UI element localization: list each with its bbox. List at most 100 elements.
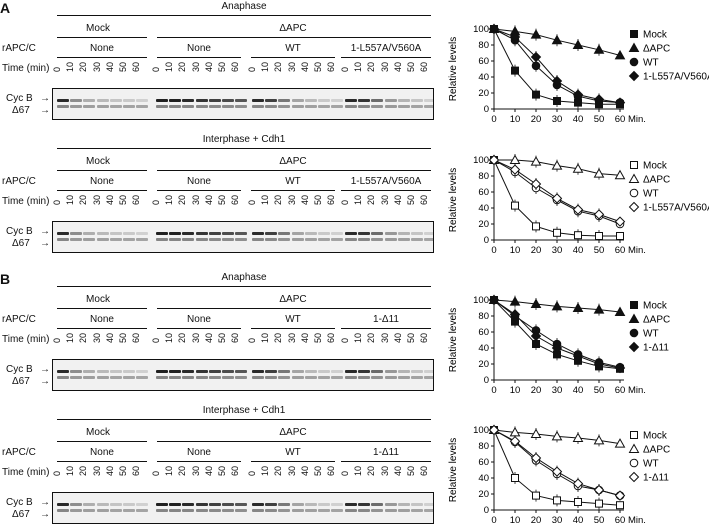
time-tick-label: 0: [247, 199, 257, 205]
gel-band: [96, 509, 109, 512]
time-tick-label: 0: [151, 337, 161, 343]
line-chart: Relative levels 0 20 40 60 80 100 0 10 20 30 40 50 60…: [448, 23, 709, 125]
gel-band: [156, 503, 168, 506]
gel-band: [331, 503, 344, 506]
variant-rule: [57, 461, 147, 462]
data-point: [574, 498, 582, 506]
time-tick-label: 30: [286, 332, 297, 343]
x-tick-label: 30: [552, 385, 563, 396]
arrow-icon: →: [40, 509, 50, 520]
gel-band: [123, 370, 135, 373]
time-tick-label: 50: [406, 61, 416, 72]
gel-band: [265, 105, 278, 108]
data-point: [509, 435, 521, 447]
gel-band: [208, 99, 221, 102]
gel-band: [182, 509, 195, 512]
time-tick-label: 10: [260, 61, 271, 72]
y-tick-label: 60: [478, 187, 489, 198]
x-tick-label: 20: [531, 114, 542, 125]
variant-label: 1-Δ11: [373, 314, 399, 325]
legend-label: 1-L557A/V560A: [643, 72, 709, 83]
gel-band: [397, 503, 410, 506]
gel-band: [208, 370, 221, 373]
legend-label: 1-L557A/V560A: [643, 203, 709, 214]
variant-rule: [251, 461, 335, 462]
y-tick-label: 100: [473, 425, 489, 436]
gel-band: [123, 376, 135, 379]
gel-band: [57, 105, 69, 108]
time-tick-label: 20: [273, 332, 284, 343]
variant-rule: [157, 328, 241, 329]
gel-band: [318, 376, 330, 379]
data-point: [530, 298, 542, 308]
gel-band: [291, 99, 304, 102]
gel-band: [331, 509, 344, 512]
panel-letter: A: [0, 0, 11, 16]
gel-band: [384, 232, 397, 235]
data-point: [488, 294, 500, 306]
time-tick-label: 20: [78, 61, 89, 72]
gel-band: [291, 238, 304, 241]
gel-band: [136, 376, 149, 379]
time-tick-label: 50: [406, 194, 416, 205]
time-tick-label: 50: [217, 61, 227, 72]
gel-band: [222, 509, 234, 512]
time-tick-label: 20: [366, 465, 377, 476]
data-point: [509, 154, 521, 164]
time-tick-label: 60: [326, 465, 337, 476]
band-label: Cyc B: [6, 93, 33, 104]
gel-band: [358, 370, 371, 373]
data-point: [572, 350, 584, 362]
data-point: [614, 490, 626, 501]
gel-band: [358, 105, 371, 108]
x-tick-label: 50: [594, 515, 605, 526]
row-label: rAPC/C: [2, 314, 36, 325]
y-tick-label: 0: [484, 104, 489, 115]
y-tick-label: 0: [484, 235, 489, 246]
data-point: [593, 209, 605, 220]
condition-rule: [57, 286, 431, 287]
y-tick-label: 20: [478, 359, 489, 370]
time-tick-label: 50: [118, 61, 128, 72]
gel-band: [411, 509, 423, 512]
gel-band: [109, 509, 122, 512]
data-point: [532, 222, 540, 231]
gel-image: [52, 359, 434, 391]
row-label: rAPC/C: [2, 176, 36, 187]
time-tick-label: 40: [104, 332, 115, 343]
x-tick-label: 10: [510, 245, 521, 256]
gel-band: [83, 376, 96, 379]
condition-rule: [57, 148, 431, 149]
gel-band: [235, 376, 248, 379]
group-label: ΔAPC: [279, 156, 307, 167]
data-point: [511, 474, 519, 482]
y-tick-label: 60: [478, 327, 489, 338]
legend-label: Mock: [643, 161, 668, 172]
gel-band: [252, 105, 264, 108]
gel-band: [169, 99, 182, 102]
data-point: [614, 438, 626, 448]
gel-band: [235, 238, 248, 241]
time-tick-label: 50: [313, 194, 323, 205]
gel-band: [265, 238, 278, 241]
gel-band: [169, 509, 182, 512]
variant-label: WT: [285, 43, 301, 54]
time-tick-label: 0: [247, 337, 257, 343]
data-point: [572, 432, 584, 442]
gel-band: [411, 232, 423, 235]
x-tick-label: 20: [531, 245, 542, 256]
y-axis-label: Relative levels: [448, 37, 459, 101]
data-point: [530, 452, 542, 464]
group-label: Mock: [86, 294, 110, 305]
time-tick-label: 50: [313, 465, 323, 476]
data-point: [614, 216, 626, 227]
group-rule: [157, 37, 431, 38]
condition-title: Anaphase: [221, 1, 267, 12]
data-point: [530, 156, 542, 166]
time-tick-label: 10: [260, 465, 271, 476]
variant-label: 1-Δ11: [373, 447, 399, 458]
arrow-icon: →: [40, 105, 50, 116]
gel-band: [345, 370, 357, 373]
gel-band: [252, 503, 264, 506]
gel-band: [156, 376, 168, 379]
